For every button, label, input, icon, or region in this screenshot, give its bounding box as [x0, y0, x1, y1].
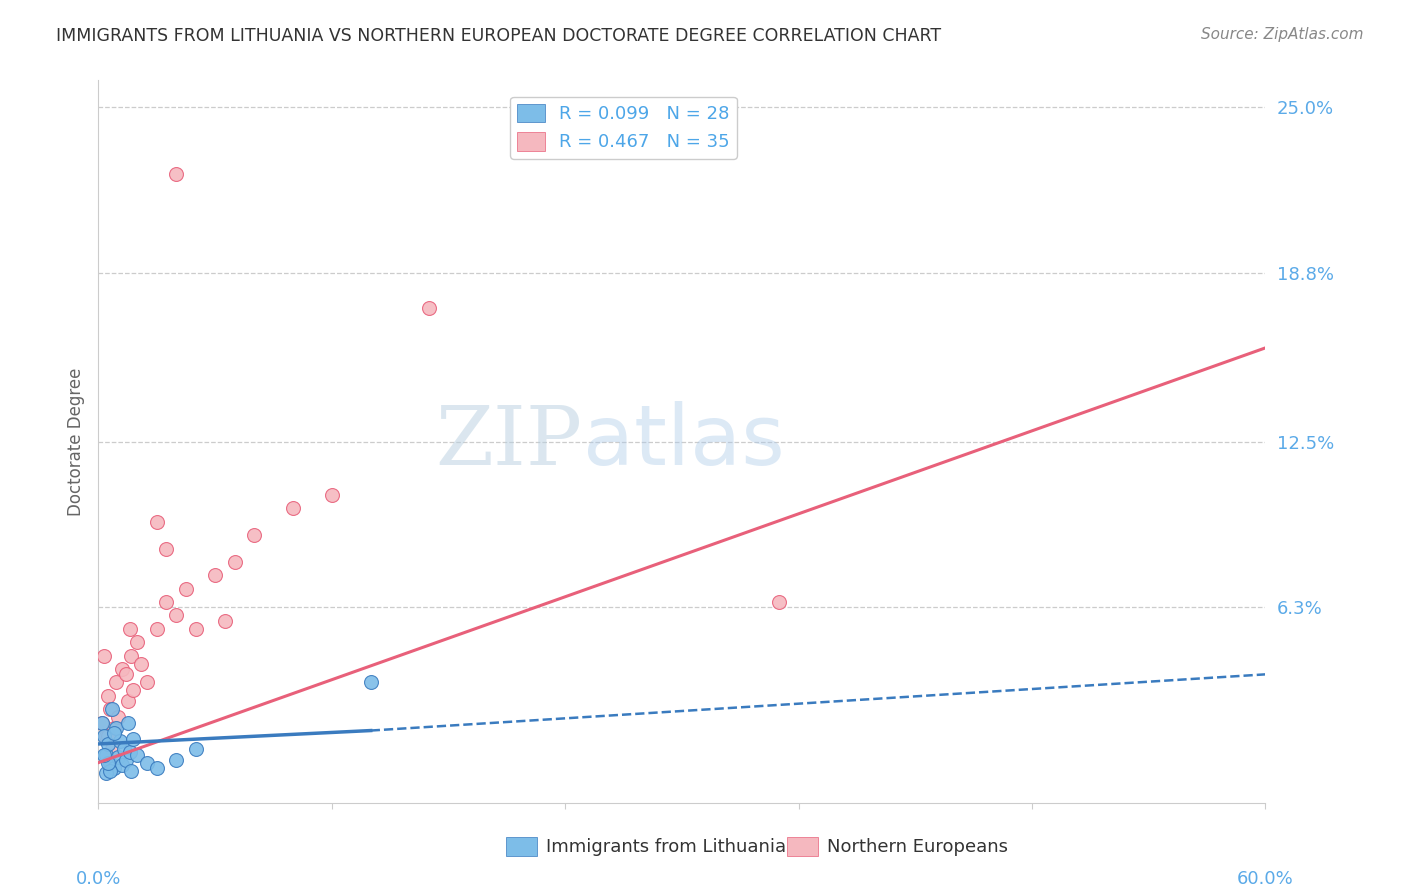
Point: [98, 764, 121, 778]
Point: [165, 167, 187, 181]
Point: [121, 764, 143, 778]
Point: [103, 726, 125, 740]
Text: IMMIGRANTS FROM LITHUANIA VS NORTHERN EUROPEAN DOCTORATE DEGREE CORRELATION CHAR: IMMIGRANTS FROM LITHUANIA VS NORTHERN EU…: [56, 27, 942, 45]
Point: [104, 675, 127, 690]
Point: [121, 648, 143, 663]
Point: [243, 528, 266, 542]
Point: [93, 747, 115, 762]
Point: [93, 648, 115, 663]
Point: [91, 715, 114, 730]
Point: [360, 675, 382, 690]
Point: [114, 667, 136, 681]
Point: [768, 595, 790, 609]
Point: [204, 568, 226, 582]
Point: [98, 756, 121, 770]
Text: 0.0%: 0.0%: [76, 870, 121, 888]
Point: [97, 689, 120, 703]
Point: [103, 761, 125, 775]
Point: [93, 729, 115, 743]
Point: [127, 747, 149, 762]
Point: [117, 715, 139, 730]
Point: [101, 702, 124, 716]
Point: [107, 750, 129, 764]
Text: 60.0%: 60.0%: [1237, 870, 1294, 888]
Text: Immigrants from Lithuania: Immigrants from Lithuania: [546, 838, 786, 855]
Point: [122, 731, 145, 746]
Point: [108, 734, 131, 748]
Point: [91, 715, 114, 730]
Text: atlas: atlas: [582, 401, 785, 482]
Point: [118, 745, 141, 759]
Point: [184, 622, 207, 636]
Point: [136, 756, 159, 770]
Point: [321, 488, 343, 502]
Text: Northern Europeans: Northern Europeans: [827, 838, 1008, 855]
Point: [114, 753, 136, 767]
Point: [224, 555, 246, 569]
Legend: R = 0.099   N = 28, R = 0.467   N = 35: R = 0.099 N = 28, R = 0.467 N = 35: [510, 96, 737, 159]
Point: [111, 758, 134, 772]
Point: [214, 614, 236, 628]
Point: [165, 608, 187, 623]
Point: [96, 747, 118, 762]
Point: [155, 595, 177, 609]
Text: ZIP: ZIP: [436, 401, 582, 482]
Point: [98, 702, 121, 716]
Point: [122, 683, 145, 698]
Point: [146, 622, 169, 636]
Point: [97, 729, 120, 743]
Y-axis label: Doctorate Degree: Doctorate Degree: [66, 368, 84, 516]
Point: [96, 729, 118, 743]
Point: [146, 515, 169, 529]
Point: [104, 721, 127, 735]
Point: [174, 582, 197, 596]
Point: [418, 301, 440, 315]
Point: [118, 622, 141, 636]
Point: [103, 721, 125, 735]
Point: [107, 710, 129, 724]
Point: [129, 657, 152, 671]
Point: [155, 541, 177, 556]
Point: [96, 766, 118, 780]
Point: [97, 756, 120, 770]
Point: [184, 742, 207, 756]
Point: [281, 501, 304, 516]
Point: [127, 635, 149, 649]
Text: Source: ZipAtlas.com: Source: ZipAtlas.com: [1201, 27, 1364, 42]
Point: [136, 675, 159, 690]
Point: [111, 662, 134, 676]
Point: [112, 742, 135, 756]
Point: [117, 694, 139, 708]
Point: [165, 753, 187, 767]
Point: [97, 737, 120, 751]
Point: [101, 742, 124, 756]
Point: [146, 761, 169, 775]
